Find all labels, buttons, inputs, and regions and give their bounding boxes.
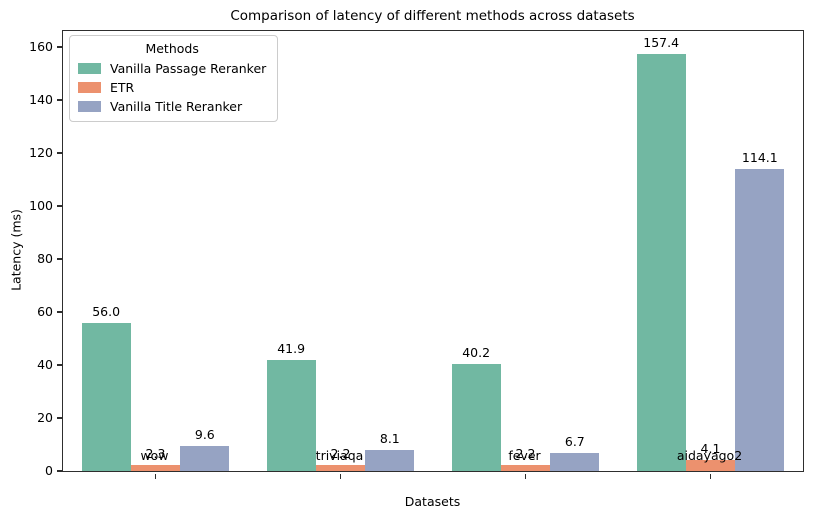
y-tick-mark — [57, 152, 62, 154]
x-axis-label: Datasets — [404, 494, 461, 509]
bar-value-label: 2.2 — [515, 446, 536, 462]
y-tick-label: 100 — [29, 197, 53, 213]
bar-value-label: 56.0 — [92, 303, 121, 319]
y-tick-label: 160 — [29, 38, 53, 54]
y-tick-label: 120 — [29, 144, 53, 160]
legend-swatch-icon — [78, 82, 101, 93]
bar-value-label: 2.3 — [145, 445, 166, 461]
legend-item-label: Vanilla Passage Reranker — [110, 61, 267, 76]
y-tick-label: 60 — [37, 303, 53, 319]
bar-vanilla-passage-reranker-fever — [451, 364, 501, 471]
x-tick-label-aidayago2: aidayago2 — [676, 448, 743, 463]
legend: Methods Vanilla Passage Reranker ETR Vanil… — [69, 35, 279, 122]
legend-item-label: ETR — [110, 80, 135, 95]
bar-vanilla-title-reranker-fever — [550, 453, 600, 471]
y-tick-mark — [57, 311, 62, 313]
bar-value-label: 41.9 — [277, 340, 306, 356]
bar-value-label: 2.2 — [330, 446, 351, 462]
bar-etr-wow — [130, 464, 181, 471]
bar-value-label: 6.7 — [564, 434, 585, 450]
x-tick-label-wow: wow — [140, 448, 169, 463]
y-tick-label: 80 — [37, 250, 53, 266]
bar-value-label: 157.4 — [643, 34, 680, 50]
y-tick-label: 20 — [37, 409, 53, 425]
bar-etr-triviaqa — [315, 465, 366, 471]
legend-item-vanilla-passage-reranker: Vanilla Passage Reranker — [78, 61, 266, 76]
legend-item-etr: ETR — [78, 80, 266, 95]
chart-title: Comparison of latency of different metho… — [230, 8, 635, 24]
x-tick-mark — [154, 474, 157, 479]
y-tick-label: 0 — [45, 463, 53, 478]
y-tick-label: 40 — [37, 356, 53, 372]
y-tick-mark — [57, 470, 62, 472]
legend-title: Methods — [145, 41, 199, 56]
plot-area: Methods Vanilla Passage Reranker ETR Vanil… — [29, 30, 804, 479]
legend-item-vanilla-title-reranker: Vanilla Title Reranker — [78, 99, 266, 114]
bar-value-label: 8.1 — [379, 430, 400, 446]
legend-entries: Vanilla Passage Reranker ETR Vanilla Title… — [78, 61, 266, 114]
legend-swatch-icon — [78, 63, 101, 74]
y-tick-mark — [57, 364, 62, 366]
bar-value-label: 9.6 — [194, 426, 215, 442]
y-tick-mark — [57, 417, 62, 419]
legend-swatch-icon — [78, 101, 101, 112]
bar-etr-aidayago2 — [685, 460, 736, 471]
bar-value-label: 4.1 — [700, 441, 721, 457]
x-tick-label-triviaqa: triviaqa — [315, 448, 364, 463]
bar-vanilla-title-reranker-wow — [180, 445, 230, 471]
x-tick-mark — [709, 474, 712, 479]
bar-vanilla-passage-reranker-triviaqa — [266, 359, 316, 471]
y-tick-mark — [57, 258, 62, 260]
bar-value-label: 40.2 — [462, 345, 491, 361]
bar-vanilla-title-reranker-aidayago2 — [735, 168, 785, 471]
legend-item-label: Vanilla Title Reranker — [110, 99, 243, 114]
bar-vanilla-passage-reranker-wow — [81, 322, 131, 471]
bar-vanilla-title-reranker-triviaqa — [365, 449, 415, 471]
bar-etr-fever — [500, 465, 551, 471]
bar-value-label: 114.1 — [741, 149, 778, 165]
x-tick-mark — [524, 474, 527, 479]
x-tick-mark — [339, 474, 342, 479]
y-tick-mark — [57, 205, 62, 207]
bar-vanilla-passage-reranker-aidayago2 — [636, 53, 686, 471]
y-tick-mark — [57, 46, 62, 48]
y-tick-mark — [57, 99, 62, 101]
x-tick-label-fever: fever — [508, 448, 541, 463]
y-tick-label: 140 — [29, 91, 53, 107]
